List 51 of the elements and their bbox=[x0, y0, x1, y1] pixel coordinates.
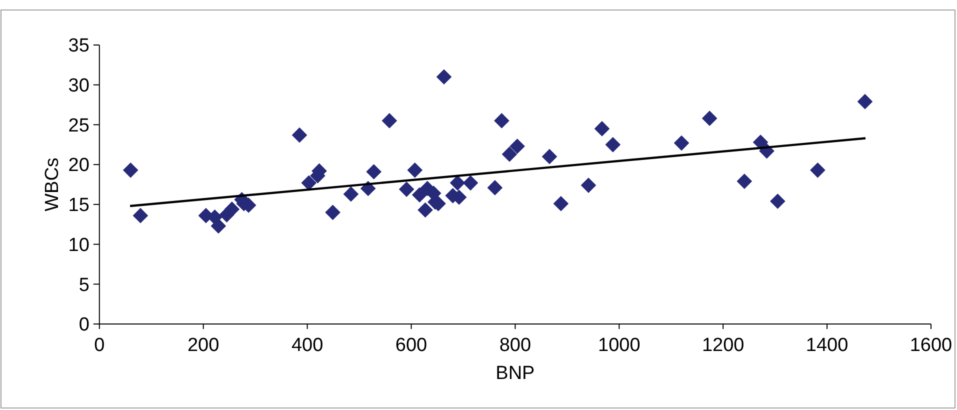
x-tick-label: 800 bbox=[499, 335, 532, 356]
point bbox=[770, 194, 786, 209]
y-axis-title: WBCs bbox=[42, 158, 63, 212]
point bbox=[487, 180, 503, 196]
y-tick-label: 10 bbox=[68, 234, 90, 256]
point bbox=[292, 127, 308, 143]
x-axis-title: BNP bbox=[496, 363, 535, 384]
point bbox=[224, 202, 240, 217]
point bbox=[412, 187, 428, 203]
point bbox=[407, 162, 423, 178]
point bbox=[674, 135, 690, 151]
y-tick-label: 0 bbox=[78, 314, 90, 336]
point bbox=[132, 208, 148, 224]
point bbox=[382, 113, 398, 128]
point bbox=[462, 175, 478, 191]
point bbox=[301, 175, 317, 191]
y-tick-label: 35 bbox=[68, 36, 90, 57]
y-tick-label: 20 bbox=[68, 155, 90, 176]
point bbox=[210, 218, 226, 234]
point bbox=[325, 204, 340, 220]
point bbox=[542, 148, 558, 164]
x-tick-label: 400 bbox=[291, 335, 324, 356]
point bbox=[398, 182, 414, 197]
x-tick-label: 1400 bbox=[806, 335, 848, 356]
y-tick-label: 5 bbox=[78, 274, 90, 296]
y-tick-label: 30 bbox=[68, 76, 90, 97]
point bbox=[510, 138, 525, 154]
point bbox=[736, 174, 752, 189]
x-tick-label: 200 bbox=[188, 335, 220, 356]
x-tick-label: 1000 bbox=[598, 335, 640, 356]
x-tick-label: 0 bbox=[94, 335, 105, 356]
point bbox=[580, 178, 596, 193]
point bbox=[810, 162, 826, 178]
point bbox=[702, 110, 718, 126]
x-tick-label: 1200 bbox=[702, 335, 744, 356]
point bbox=[450, 175, 466, 191]
point bbox=[122, 162, 138, 178]
x-tick-label: 1600 bbox=[910, 335, 952, 356]
x-tick-label: 600 bbox=[395, 335, 428, 356]
point bbox=[553, 196, 569, 212]
y-tick-label: 15 bbox=[68, 195, 90, 216]
point bbox=[594, 121, 610, 136]
point bbox=[436, 69, 452, 85]
point bbox=[605, 136, 621, 152]
point bbox=[857, 94, 873, 110]
point bbox=[418, 202, 433, 218]
point bbox=[343, 186, 359, 202]
point bbox=[494, 113, 510, 128]
point bbox=[502, 146, 518, 162]
y-tick-label: 25 bbox=[68, 115, 90, 136]
point bbox=[366, 164, 382, 180]
